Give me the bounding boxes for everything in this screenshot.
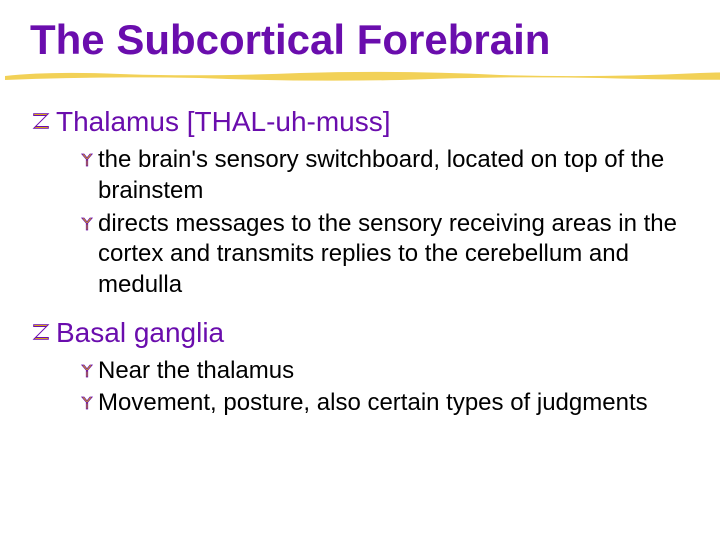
slide-title: The Subcortical Forebrain [30, 18, 690, 62]
outline-level2: directs messages to the sensory receivin… [78, 209, 690, 301]
level2-text: directs messages to the sensory receivin… [98, 209, 690, 301]
outline-level2: the brain's sensory switchboard, located… [78, 145, 690, 206]
title-underline [30, 68, 690, 86]
outline-level2: Movement, posture, also certain types of… [78, 388, 690, 419]
z-bullet-icon [30, 110, 52, 132]
z-bullet-icon [30, 321, 52, 343]
outline-level1: Basal ganglia [30, 315, 690, 350]
level2-group: Near the thalamus Movement, posture, als… [78, 356, 690, 419]
brush-stroke-icon [0, 68, 720, 82]
level2-text: Movement, posture, also certain types of… [98, 388, 648, 419]
level2-text: the brain's sensory switchboard, located… [98, 145, 690, 206]
y-bullet-icon [78, 394, 96, 412]
level2-text: Near the thalamus [98, 356, 294, 387]
level1-text: Basal ganglia [56, 315, 224, 350]
level1-text: Thalamus [THAL-uh-muss] [56, 104, 391, 139]
y-bullet-icon [78, 362, 96, 380]
level2-group: the brain's sensory switchboard, located… [78, 145, 690, 301]
y-bullet-icon [78, 215, 96, 233]
slide: The Subcortical Forebrain Thalamus [THAL… [0, 0, 720, 540]
outline-level1: Thalamus [THAL-uh-muss] [30, 104, 690, 139]
y-bullet-icon [78, 151, 96, 169]
outline-level2: Near the thalamus [78, 356, 690, 387]
